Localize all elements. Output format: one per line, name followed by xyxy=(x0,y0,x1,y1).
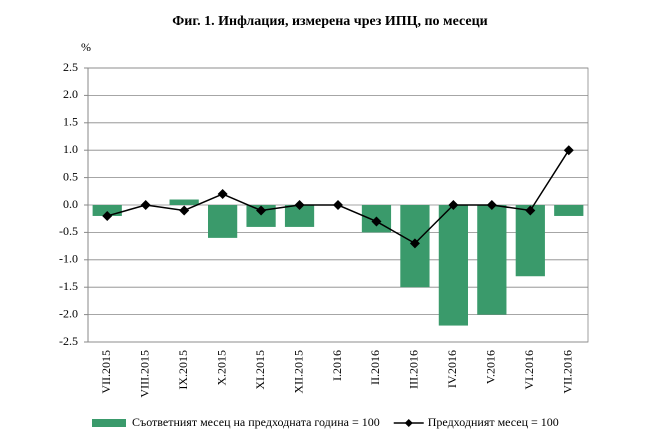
bar xyxy=(208,205,238,238)
legend-marker xyxy=(404,419,413,427)
y-tick-label: 0.0 xyxy=(63,197,78,211)
bar xyxy=(92,205,122,216)
line-marker xyxy=(486,200,497,210)
y-tick-label: -0.5 xyxy=(59,224,78,238)
line-marker xyxy=(294,200,305,210)
bar xyxy=(246,205,276,227)
bar xyxy=(284,205,315,227)
y-tick-label: 2.5 xyxy=(63,60,78,74)
line-marker xyxy=(140,200,151,210)
plot-frame xyxy=(87,67,589,343)
y-tick-label: -2.5 xyxy=(59,334,78,348)
y-tick-label: 0.5 xyxy=(63,169,78,183)
x-tick-label: VIII.2015 xyxy=(137,350,151,398)
line-marker xyxy=(563,145,574,156)
line-marker xyxy=(448,200,459,210)
x-tick-label: IX.2015 xyxy=(176,350,190,390)
x-tick-label: II.2016 xyxy=(368,350,382,385)
line-marker xyxy=(102,210,113,221)
legend-label: Съответният месец на предходната година … xyxy=(132,415,380,429)
chart-title: Фиг. 1. Инфлация, измерена чрез ИПЦ, по … xyxy=(172,14,487,29)
y-tick-label: -1.0 xyxy=(59,252,78,266)
x-tick-label: XII.2015 xyxy=(291,350,305,394)
x-tick-label: IV.2016 xyxy=(445,350,459,388)
line-marker xyxy=(217,189,228,200)
x-tick-label: V.2016 xyxy=(484,350,498,384)
legend-label: Предходният месец = 100 xyxy=(428,415,559,429)
line-marker xyxy=(179,205,190,216)
line-marker xyxy=(371,216,382,227)
x-tick-label: XI.2015 xyxy=(253,350,267,390)
line-marker xyxy=(256,205,267,216)
x-tick-label: VII.2015 xyxy=(99,350,113,394)
bar xyxy=(515,205,545,277)
x-tick-label: III.2016 xyxy=(407,350,421,389)
bar xyxy=(169,199,199,205)
x-tick-label: X.2015 xyxy=(214,350,228,386)
y-tick-label: 2.0 xyxy=(63,87,78,101)
x-tick-label: I.2016 xyxy=(330,350,344,381)
line-marker xyxy=(333,200,343,210)
bar xyxy=(438,205,468,326)
line-marker xyxy=(525,205,536,216)
y-tick-label: 1.0 xyxy=(63,142,78,156)
bar xyxy=(554,205,584,216)
x-tick-label: VII.2016 xyxy=(561,350,575,394)
y-tick-label: -1.5 xyxy=(59,279,78,293)
y-unit: % xyxy=(81,40,91,54)
y-tick-label: 1.5 xyxy=(63,115,78,129)
bar xyxy=(477,205,507,315)
line-marker xyxy=(409,238,420,249)
x-tick-label: VI.2016 xyxy=(522,350,536,390)
y-tick-label: -2.0 xyxy=(59,306,78,320)
legend-swatch xyxy=(92,419,126,427)
